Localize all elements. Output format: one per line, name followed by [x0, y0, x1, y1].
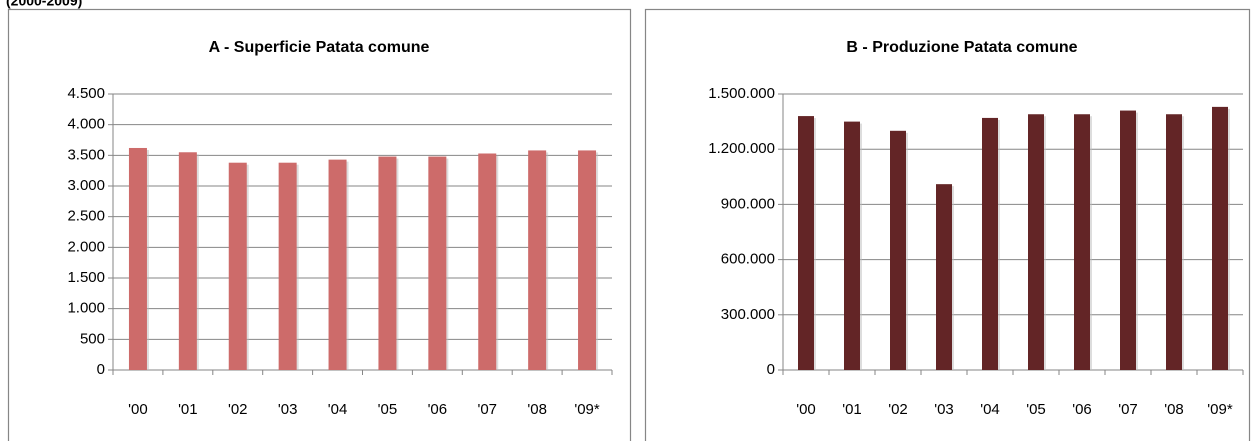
x-tick-label: '01: [178, 401, 198, 418]
y-tick-label: 0: [767, 361, 775, 378]
bar: [428, 156, 447, 370]
panel-frame: [7, 8, 632, 441]
y-tick-label: 500: [80, 330, 105, 347]
x-tick-label: '03: [278, 401, 298, 418]
y-tick-label: 3.000: [67, 177, 105, 194]
bar: [982, 117, 998, 370]
y-tick-label: 2.500: [67, 208, 105, 225]
bar: [328, 159, 347, 370]
y-tick-label: 3.500: [67, 146, 105, 163]
y-tick-label: 4.000: [67, 116, 105, 133]
bar: [178, 152, 197, 370]
bar: [128, 147, 147, 370]
chart-title: A - Superficie Patata comune: [209, 39, 430, 56]
y-tick-label: 1.200.000: [708, 140, 775, 157]
x-tick-label: '06: [428, 401, 448, 418]
x-tick-label: '03: [934, 401, 954, 418]
x-tick-label: '08: [1164, 401, 1184, 418]
y-tick-label: 1.500: [67, 269, 105, 286]
bar: [528, 150, 547, 370]
x-tick-label: '05: [378, 401, 398, 418]
bar: [1074, 114, 1090, 371]
bar: [844, 121, 860, 370]
bar: [1028, 114, 1044, 371]
x-tick-label: '08: [527, 401, 547, 418]
x-tick-label: '00: [796, 401, 816, 418]
bar: [228, 162, 247, 370]
y-tick-label: 1.500.000: [708, 85, 775, 102]
chart-title: B - Produzione Patata comune: [846, 39, 1077, 56]
y-tick-label: 0: [97, 361, 105, 378]
x-tick-label: '04: [328, 401, 348, 418]
bar: [890, 130, 906, 370]
x-tick-label: '07: [1118, 401, 1138, 418]
y-tick-label: 4.500: [67, 85, 105, 102]
y-tick-label: 300.000: [721, 306, 775, 323]
x-tick-label: '01: [842, 401, 862, 418]
x-tick-label: '05: [1026, 401, 1046, 418]
x-tick-label: '07: [477, 401, 497, 418]
x-tick-label: '04: [980, 401, 1000, 418]
bar: [478, 153, 497, 370]
x-tick-label: '00: [128, 401, 148, 418]
x-tick-label: '02: [228, 401, 248, 418]
bar: [936, 184, 952, 370]
bar: [1212, 106, 1228, 370]
page-title: (2000-2009): [6, 0, 82, 9]
bar: [1166, 114, 1182, 371]
bar: [578, 150, 597, 370]
x-tick-label: '09*: [574, 401, 600, 418]
bar: [1120, 110, 1136, 370]
bar: [278, 162, 297, 370]
bar: [378, 156, 397, 370]
x-tick-label: '06: [1072, 401, 1092, 418]
bar: [798, 116, 814, 370]
y-tick-label: 600.000: [721, 251, 775, 268]
x-tick-label: '02: [888, 401, 908, 418]
y-tick-label: 900.000: [721, 195, 775, 212]
y-tick-label: 2.000: [67, 238, 105, 255]
x-tick-label: '09*: [1207, 401, 1233, 418]
y-tick-label: 1.000: [67, 300, 105, 317]
